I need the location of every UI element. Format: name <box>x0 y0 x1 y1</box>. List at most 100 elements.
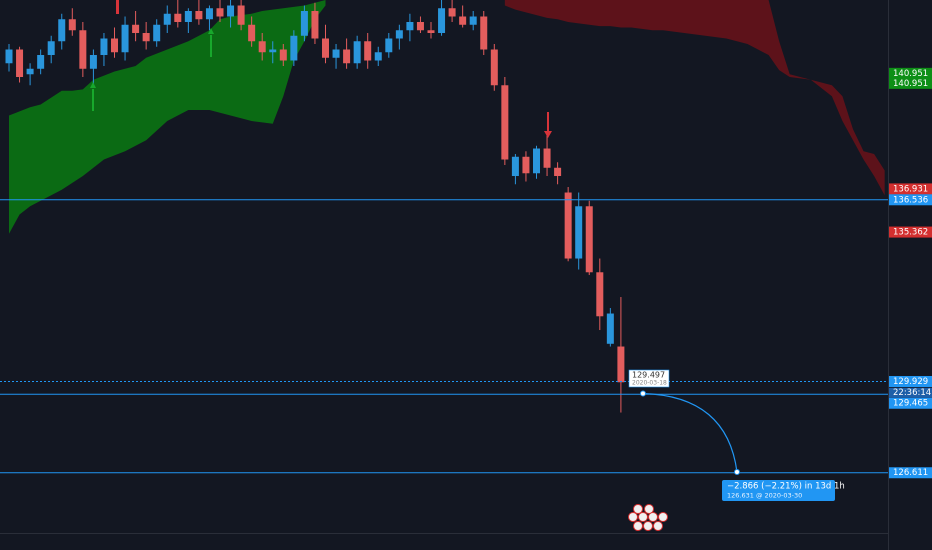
candle-body <box>100 38 108 56</box>
price-badge <box>889 77 932 89</box>
projection-start-date: 2020-03-18 <box>632 380 667 387</box>
candle-body <box>258 41 266 53</box>
candle-body <box>427 30 435 34</box>
candle-body <box>279 49 287 61</box>
candle-body <box>26 68 34 75</box>
candle-body <box>596 272 604 317</box>
candle-body <box>617 346 625 383</box>
projection-box <box>722 480 835 501</box>
price-badge <box>889 467 932 479</box>
candle-body <box>89 55 97 69</box>
price-badge-label: 126.611 <box>893 468 928 478</box>
countdown: 22:36:14 <box>893 388 931 398</box>
candle-body <box>184 11 192 23</box>
event-icon <box>648 512 658 522</box>
candle-body <box>606 313 614 344</box>
price-badge-label: 136.536 <box>893 195 928 205</box>
candle-body <box>132 24 140 34</box>
candle-body <box>47 41 55 56</box>
candle-body <box>237 5 245 25</box>
event-icon <box>633 504 643 514</box>
event-icons <box>628 504 668 531</box>
candle-body <box>37 55 45 69</box>
overlay <box>0 199 888 474</box>
price-badge <box>889 397 932 409</box>
candle-body <box>300 11 308 36</box>
candle-body <box>364 41 372 61</box>
candle-body <box>480 16 488 50</box>
candle-body <box>459 16 467 25</box>
projection-start-box <box>628 369 670 388</box>
price-badge-label: 135.362 <box>893 228 928 238</box>
candle-body <box>501 85 509 160</box>
projection: 129.497 2020-03-18 −2.866 (−2.21%) in 13… <box>628 369 845 501</box>
price-badge-label: 129.929 <box>893 377 928 387</box>
price-badge-label: 136.931 <box>893 184 928 194</box>
candle-body <box>311 11 319 39</box>
candle-body <box>585 206 593 273</box>
candle-body <box>406 22 414 31</box>
signal-arrow <box>116 0 119 14</box>
candle-body <box>248 24 256 42</box>
event-icon <box>643 521 653 531</box>
candle-body <box>290 35 298 61</box>
price-badge <box>889 194 932 206</box>
countdown-badge <box>889 387 932 398</box>
candle-body <box>58 19 66 42</box>
candle-body <box>533 148 540 174</box>
projection-end <box>734 469 740 475</box>
projection-end-label: 126.631 @ 2020-03-30 <box>727 492 802 500</box>
price-badge-label: 129.465 <box>893 399 928 409</box>
cloud <box>9 0 326 234</box>
projection-start <box>640 390 646 397</box>
price-badge <box>889 375 932 387</box>
event-icon <box>633 521 643 531</box>
time-axis <box>0 533 888 550</box>
signal-arrow <box>208 28 214 57</box>
candle-body <box>269 49 277 53</box>
candle-body <box>353 41 361 64</box>
candle-body <box>227 5 235 17</box>
candle-body <box>522 156 530 174</box>
candle-body <box>16 49 24 78</box>
price-badge <box>889 226 932 238</box>
candle-body <box>205 8 213 20</box>
candle-body <box>395 30 403 39</box>
candle-body <box>121 24 129 53</box>
candle-body <box>163 13 171 25</box>
candle-body <box>511 156 519 177</box>
clouds <box>9 0 885 234</box>
candle-body <box>79 30 87 69</box>
candle-body <box>216 8 224 17</box>
candle-body <box>5 49 13 64</box>
candle-body <box>332 49 340 58</box>
candle-body <box>374 52 382 61</box>
candle-body <box>343 49 351 64</box>
candle-body <box>575 206 583 259</box>
event-icon <box>628 512 638 522</box>
candle-body <box>448 8 456 17</box>
candle-body <box>111 38 118 53</box>
candle-body <box>564 192 572 259</box>
candle-body <box>490 49 498 86</box>
candle-body <box>174 13 182 23</box>
projection-start-label: 129.497 <box>632 371 665 380</box>
projection-summary: −2.866 (−2.21%) in 13d 1h <box>727 482 845 492</box>
candle-body <box>68 19 76 31</box>
candle-body <box>416 22 424 31</box>
candle-body <box>469 16 477 25</box>
price-badge-label: 140.951 <box>893 79 928 89</box>
candle-body <box>142 33 150 42</box>
signal-arrow <box>90 82 96 111</box>
price-badge <box>889 67 932 79</box>
event-icon <box>638 512 648 522</box>
candle-body <box>322 38 329 58</box>
price-badge <box>889 183 932 195</box>
candle-body <box>438 8 446 34</box>
projection-curve <box>642 392 738 473</box>
candle-body <box>543 148 551 168</box>
